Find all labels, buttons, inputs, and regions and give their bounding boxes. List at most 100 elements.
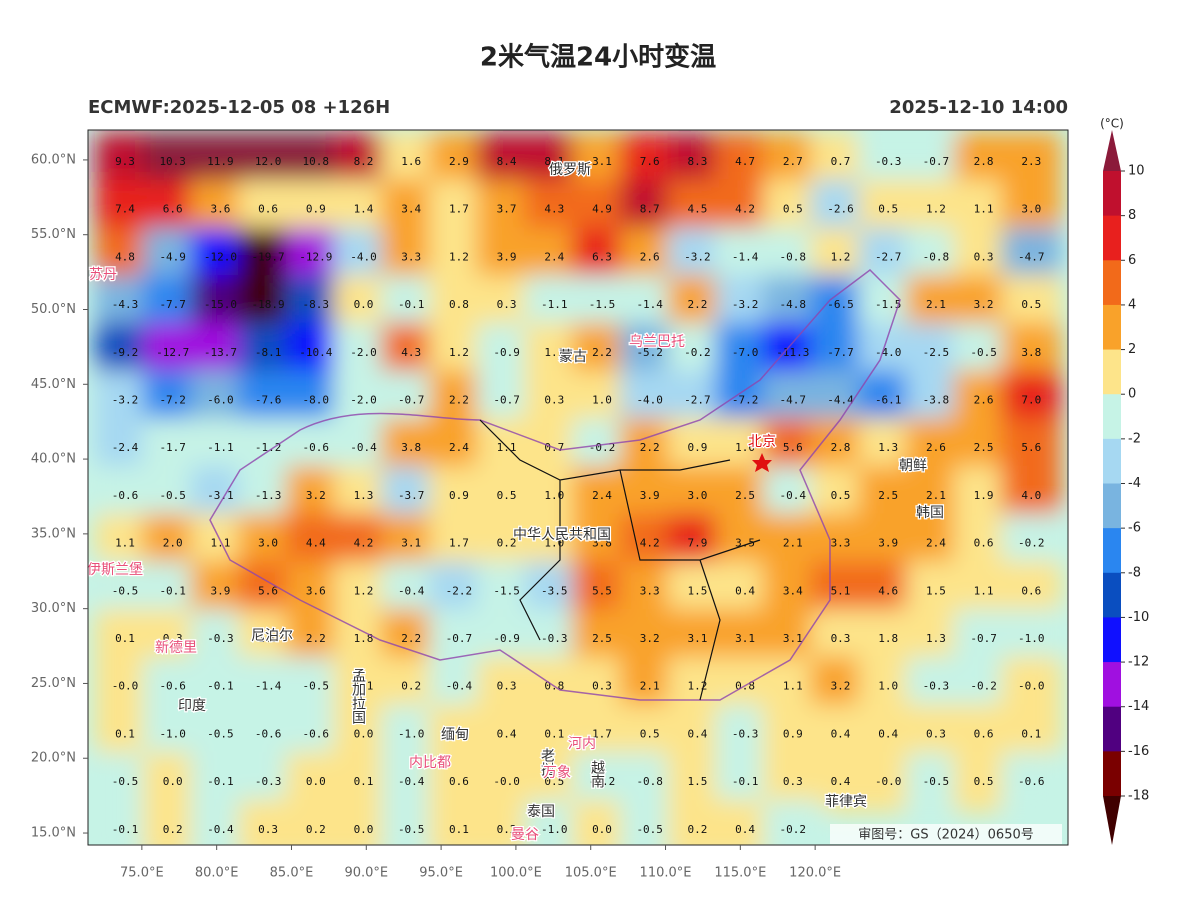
grid-value: -1.3 <box>255 489 282 502</box>
place-label: 朝鲜 <box>899 458 927 474</box>
grid-value: -0.5 <box>636 823 663 836</box>
grid-value: 0.3 <box>497 298 517 311</box>
grid-value: 3.9 <box>878 537 898 550</box>
grid-value: -3.2 <box>732 298 759 311</box>
grid-value: 0.6 <box>1021 584 1041 597</box>
grid-value: 0.0 <box>306 775 326 788</box>
colorbar-band <box>1103 528 1121 574</box>
grid-value: -1.0 <box>541 823 568 836</box>
grid-value: -1.4 <box>255 680 282 693</box>
grid-value: 1.1 <box>974 203 994 216</box>
grid-value: 6.6 <box>163 203 183 216</box>
grid-value: 0.3 <box>926 727 946 740</box>
grid-value: -3.5 <box>541 584 568 597</box>
place-label: 伊斯兰堡 <box>87 562 143 578</box>
grid-value: -10.4 <box>299 346 332 359</box>
place-label: 河内 <box>568 736 596 752</box>
grid-value: -0.0 <box>1018 680 1045 693</box>
boundary <box>479 419 761 701</box>
grid-value: 2.9 <box>449 155 469 168</box>
grid-value: 2.0 <box>163 537 183 550</box>
x-tick-label: 105.0°E <box>565 866 617 881</box>
grid-value: 1.0 <box>544 489 564 502</box>
grid-value: 0.0 <box>354 727 374 740</box>
colorbar-tick-label: -14 <box>1128 699 1149 714</box>
grid-value: 2.5 <box>592 632 612 645</box>
x-tick-label: 100.0°E <box>490 866 542 881</box>
grid-value: 0.5 <box>783 203 803 216</box>
grid-value: -2.7 <box>875 250 902 263</box>
grid-value: -0.4 <box>398 584 425 597</box>
grid-value: 4.5 <box>687 203 707 216</box>
grid-value: 3.4 <box>783 584 803 597</box>
colorbar-tick-label: 0 <box>1128 387 1136 402</box>
grid-value: 1.1 <box>783 680 803 693</box>
grid-value: -0.4 <box>350 441 377 454</box>
colorbar-band <box>1103 171 1121 217</box>
x-tick-label: 80.0°E <box>195 866 239 881</box>
grid-value: 0.1 <box>354 775 374 788</box>
grid-value: 3.1 <box>401 537 421 550</box>
grid-value: -0.6 <box>1018 775 1045 788</box>
grid-value: 1.2 <box>831 250 851 263</box>
grid-value: -7.7 <box>827 346 854 359</box>
grid-value: 0.2 <box>401 680 421 693</box>
boundary <box>209 269 901 701</box>
grid-value: -0.2 <box>970 680 997 693</box>
colorbar-tick-label: -18 <box>1128 789 1149 804</box>
grid-value: -6.1 <box>875 394 902 407</box>
grid-value: -0.5 <box>398 823 425 836</box>
grid-value: 5.6 <box>783 441 803 454</box>
grid-value: 4.2 <box>640 537 660 550</box>
grid-value: 2.4 <box>544 250 564 263</box>
place-label: 蒙古 <box>559 349 587 365</box>
grid-value: -8.0 <box>303 394 330 407</box>
colorbar-unit: (°C) <box>1100 117 1124 131</box>
grid-value: -2.0 <box>350 394 377 407</box>
grid-value: 1.1 <box>544 346 564 359</box>
grid-value: -0.9 <box>493 632 520 645</box>
grid-value: 0.5 <box>640 727 660 740</box>
grid-value: -0.5 <box>159 489 186 502</box>
grid-value: -0.5 <box>207 727 234 740</box>
colorbar-band <box>1103 751 1121 797</box>
grid-value: -0.9 <box>493 346 520 359</box>
grid-value: -0.3 <box>207 632 234 645</box>
grid-value: -1.5 <box>493 584 520 597</box>
grid-value: 0.3 <box>974 250 994 263</box>
colorbar-tick-label: -8 <box>1128 565 1141 580</box>
grid-value: -7.2 <box>732 394 759 407</box>
y-tick-label: 55.0°N <box>31 227 76 242</box>
field-cell <box>762 799 823 845</box>
grid-value: 0.9 <box>687 441 707 454</box>
grid-value: -1.4 <box>732 250 759 263</box>
grid-value: 0.4 <box>687 727 707 740</box>
grid-value: 2.8 <box>831 441 851 454</box>
grid-value: 0.2 <box>449 727 469 740</box>
grid-value: 4.9 <box>592 203 612 216</box>
place-label: 乌兰巴托 <box>629 334 685 350</box>
place-label: 老挝 <box>539 748 555 776</box>
grid-value: -13.7 <box>204 346 237 359</box>
overlay: 9.3 10.3 11.9 12.0 10.8 8.2 1.6 2.9 8.4 8.1 3.1 7.6… <box>86 155 1045 844</box>
grid-value: -0.3 <box>923 680 950 693</box>
grid-value: 1.3 <box>354 489 374 502</box>
grid-value: 1.2 <box>449 250 469 263</box>
grid-value: 0.2 <box>163 823 183 836</box>
grid-value: 4.4 <box>306 537 326 550</box>
grid-value: 0.4 <box>831 775 851 788</box>
grid-value: 4.2 <box>735 203 755 216</box>
colorbar-band <box>1103 706 1121 752</box>
grid-value: -4.0 <box>636 394 663 407</box>
grid-value: 2.4 <box>449 441 469 454</box>
colorbar-tick-label: -10 <box>1128 610 1149 625</box>
grid-value: -3.8 <box>923 394 950 407</box>
grid-value: 2.6 <box>640 250 660 263</box>
grid-value: -0.5 <box>303 680 330 693</box>
colorbar-band <box>1103 215 1121 261</box>
grid-value: 0.1 <box>115 727 135 740</box>
y-tick-label: 60.0°N <box>31 152 76 167</box>
place-label: 俄罗斯 <box>549 162 591 178</box>
grid-value: -6.5 <box>827 298 854 311</box>
grid-value: -0.5 <box>112 775 139 788</box>
